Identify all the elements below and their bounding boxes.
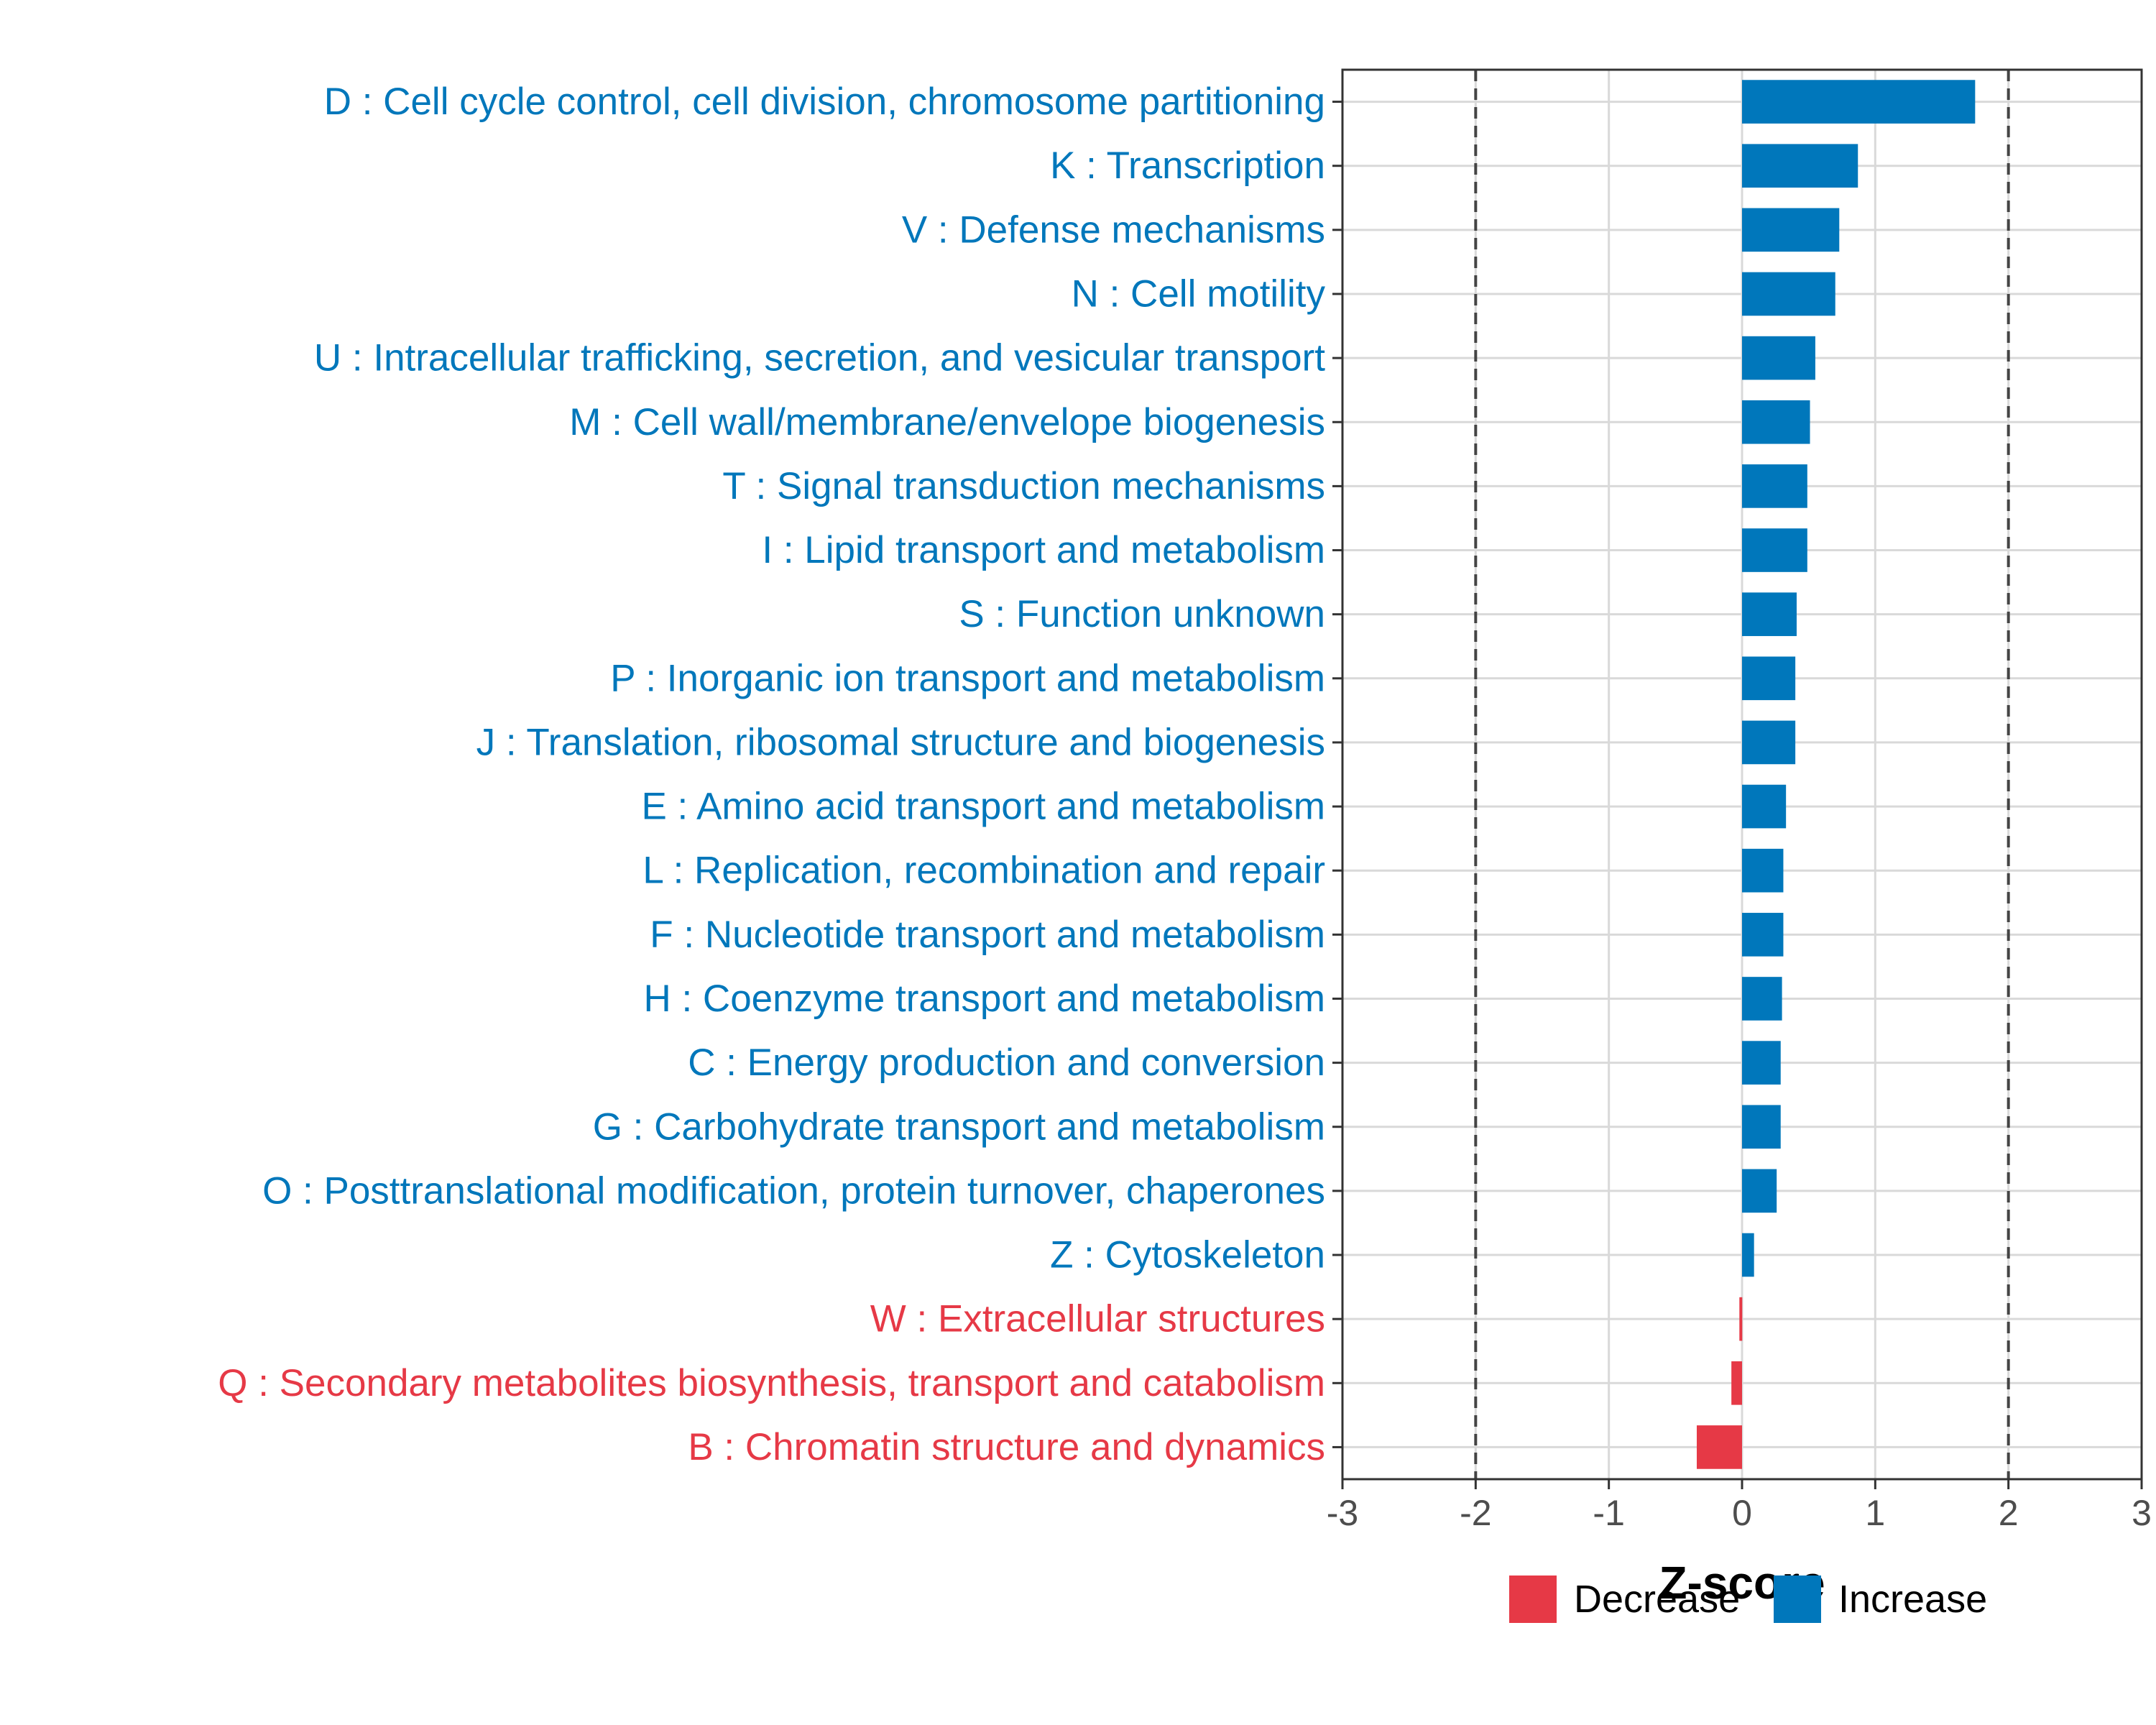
legend-label-decrease: Decrease [1574, 1578, 1740, 1621]
category-label-6: T : Signal transduction mechanisms [722, 465, 1325, 507]
bar-5 [1742, 400, 1810, 444]
category-label-18: Z : Cytoskeleton [1050, 1234, 1325, 1276]
legend-label-increase: Increase [1838, 1578, 1987, 1621]
category-label-2: V : Defense mechanisms [902, 208, 1325, 251]
category-label-7: I : Lipid transport and metabolism [762, 529, 1325, 571]
category-label-1: K : Transcription [1050, 144, 1325, 187]
category-label-21: B : Chromatin structure and dynamics [688, 1426, 1325, 1468]
y-axis-ticks [1332, 101, 1342, 1448]
bar-1 [1742, 144, 1858, 188]
bar-2 [1742, 208, 1840, 252]
category-label-8: S : Function unknown [959, 593, 1325, 635]
x-tick-label-5: 2 [1999, 1493, 2019, 1533]
bar-18 [1742, 1233, 1754, 1277]
bar-4 [1742, 336, 1815, 380]
bar-16 [1742, 1105, 1781, 1149]
bar-13 [1742, 913, 1784, 957]
category-label-15: C : Energy production and conversion [688, 1041, 1325, 1084]
category-label-20: Q : Secondary metabolites biosynthesis, … [218, 1362, 1325, 1404]
category-label-11: E : Amino acid transport and metabolism [641, 786, 1325, 828]
x-tick-label-0: -3 [1327, 1493, 1358, 1533]
legend: Decrease Increase [1509, 1576, 1987, 1623]
x-tick-label-2: -1 [1593, 1493, 1624, 1533]
category-label-10: J : Translation, ribosomal structure and… [476, 721, 1325, 763]
category-label-17: O : Posttranslational modification, prot… [262, 1169, 1325, 1212]
legend-swatch-increase [1774, 1576, 1821, 1623]
category-label-0: D : Cell cycle control, cell division, c… [324, 80, 1325, 123]
bar-15 [1742, 1041, 1781, 1085]
bar-6 [1742, 464, 1807, 508]
bar-0 [1742, 80, 1976, 124]
bar-20 [1731, 1361, 1742, 1405]
bar-7 [1742, 528, 1807, 572]
x-tick-label-1: -2 [1460, 1493, 1491, 1533]
x-tick-label-4: 1 [1865, 1493, 1885, 1533]
bar-19 [1739, 1297, 1743, 1341]
category-label-16: G : Carbohydrate transport and metabolis… [593, 1105, 1325, 1148]
category-label-14: H : Coenzyme transport and metabolism [643, 978, 1325, 1020]
bar-12 [1742, 848, 1784, 893]
category-label-13: F : Nucleotide transport and metabolism [650, 914, 1325, 956]
bar-10 [1742, 720, 1796, 765]
category-label-3: N : Cell motility [1072, 272, 1326, 315]
bar-9 [1742, 656, 1796, 701]
bar-21 [1696, 1425, 1742, 1469]
bar-3 [1742, 272, 1835, 316]
bar-17 [1742, 1169, 1777, 1213]
bars [1696, 80, 1976, 1469]
category-label-5: M : Cell wall/membrane/envelope biogenes… [569, 401, 1325, 443]
category-labels: D : Cell cycle control, cell division, c… [218, 80, 1325, 1468]
category-label-9: P : Inorganic ion transport and metaboli… [610, 657, 1325, 699]
category-label-4: U : Intracellular trafficking, secretion… [314, 337, 1325, 380]
legend-swatch-decrease [1509, 1576, 1557, 1623]
reference-lines [1474, 70, 2010, 1479]
bar-8 [1742, 592, 1797, 636]
category-label-19: W : Extracellular structures [870, 1298, 1325, 1340]
x-tick-label-6: 3 [2132, 1493, 2152, 1533]
x-axis: -3 -2 -1 0 1 2 3 [1327, 1479, 2152, 1533]
bar-11 [1742, 784, 1787, 829]
x-tick-label-3: 0 [1732, 1493, 1752, 1533]
category-label-12: L : Replication, recombination and repai… [642, 850, 1325, 892]
bar-14 [1742, 977, 1782, 1021]
